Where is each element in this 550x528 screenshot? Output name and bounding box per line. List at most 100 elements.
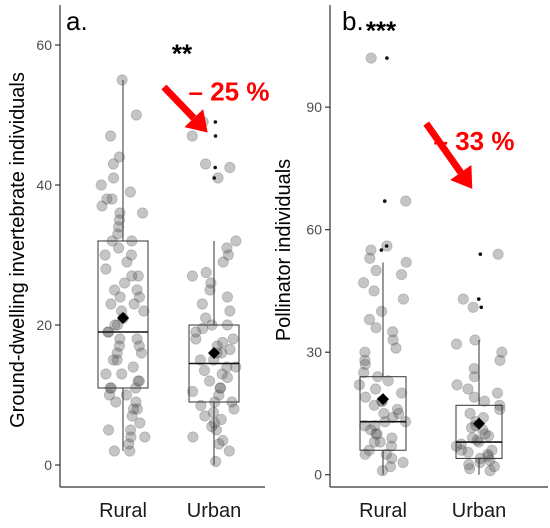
data-point: [224, 161, 236, 174]
data-point: [376, 465, 389, 477]
data-point: [200, 266, 212, 279]
data-point: [462, 383, 474, 395]
data-point: [130, 109, 142, 121]
data-point: [474, 456, 486, 469]
panel-a-boxes: [97, 80, 240, 465]
data-point: [455, 438, 467, 450]
data-point: [215, 413, 227, 426]
data-point: [387, 411, 399, 424]
panel-a-decrease-arrow: [161, 84, 208, 133]
y-tick-label: 0: [314, 467, 322, 483]
y-tick-label: 0: [44, 457, 52, 473]
data-point: [386, 452, 398, 465]
data-point: [213, 389, 225, 401]
data-point: [223, 445, 235, 457]
panel-b-points: [353, 52, 508, 477]
data-point: [488, 460, 500, 473]
data-point: [369, 420, 381, 432]
data-point: [357, 277, 370, 289]
data-point: [118, 277, 131, 289]
panel-b-x-tick-label-urban: Urban: [452, 500, 506, 522]
y-tick-label: 90: [306, 99, 322, 115]
y-tick-label: 60: [306, 222, 322, 238]
data-point: [111, 347, 123, 359]
box: [455, 404, 503, 459]
data-point: [482, 450, 494, 462]
data-point: [132, 375, 144, 387]
mean-marker: [377, 393, 389, 406]
data-point: [199, 410, 211, 422]
data-point: [187, 431, 199, 443]
data-point: [378, 407, 390, 420]
data-point: [400, 256, 412, 268]
outlier-point: [384, 244, 389, 248]
data-point: [103, 389, 116, 401]
data-point: [186, 270, 198, 282]
panel-a-significance: **: [172, 39, 193, 69]
data-point: [496, 346, 508, 358]
data-point: [95, 179, 107, 191]
data-point: [207, 406, 220, 419]
data-point: [113, 151, 125, 163]
data-point: [462, 446, 474, 458]
data-point: [196, 298, 208, 310]
data-point: [187, 385, 199, 398]
data-point: [365, 244, 377, 256]
outlier-point: [382, 199, 387, 203]
data-point: [221, 291, 234, 303]
data-point: [450, 338, 463, 350]
data-point: [113, 214, 126, 226]
box: [359, 376, 407, 451]
data-point: [116, 74, 128, 86]
data-point: [359, 448, 371, 460]
y-tick-label: 40: [36, 177, 52, 193]
outlier-point: [385, 56, 389, 60]
data-point: [107, 172, 120, 184]
data-point: [101, 193, 113, 205]
data-point: [494, 354, 506, 366]
data-point: [222, 249, 234, 261]
data-point: [131, 284, 143, 296]
data-point: [353, 379, 365, 391]
data-point: [121, 256, 133, 268]
panel-b-significance: ***: [366, 15, 397, 45]
data-point: [363, 313, 376, 326]
data-point: [482, 448, 494, 460]
outlier-point: [212, 176, 217, 180]
data-point: [468, 371, 480, 383]
data-point: [190, 326, 202, 338]
data-point: [200, 312, 212, 324]
data-point: [227, 333, 239, 345]
data-point: [359, 354, 371, 366]
data-point: [128, 298, 140, 310]
data-point: [133, 340, 145, 352]
panel-a-y-axis-title: Ground-dwelling invertebrate individuals: [7, 72, 29, 428]
data-point: [384, 460, 397, 473]
data-point: [126, 270, 138, 282]
data-point: [190, 333, 202, 345]
data-point: [100, 368, 112, 380]
data-point: [136, 207, 149, 219]
data-point: [400, 195, 412, 207]
data-point: [99, 249, 111, 261]
data-point: [132, 270, 144, 282]
arrow-head: [184, 109, 208, 133]
panel-b-y-ticks: 0 30 60 90: [306, 99, 330, 483]
data-point: [217, 256, 229, 268]
data-point: [205, 277, 217, 289]
data-point: [465, 422, 478, 434]
data-point: [96, 200, 108, 212]
data-point: [217, 434, 229, 447]
data-point: [138, 305, 150, 317]
data-point: [116, 368, 128, 380]
panel-a-x-tick-label-rural: Rural: [99, 500, 147, 522]
data-point: [385, 440, 398, 452]
data-point: [397, 456, 409, 469]
arrow-shaft: [161, 84, 197, 121]
data-point: [391, 403, 404, 415]
data-point: [197, 322, 209, 335]
data-point: [113, 340, 126, 352]
data-point: [397, 293, 409, 305]
data-point: [125, 249, 138, 261]
data-point: [134, 417, 146, 429]
